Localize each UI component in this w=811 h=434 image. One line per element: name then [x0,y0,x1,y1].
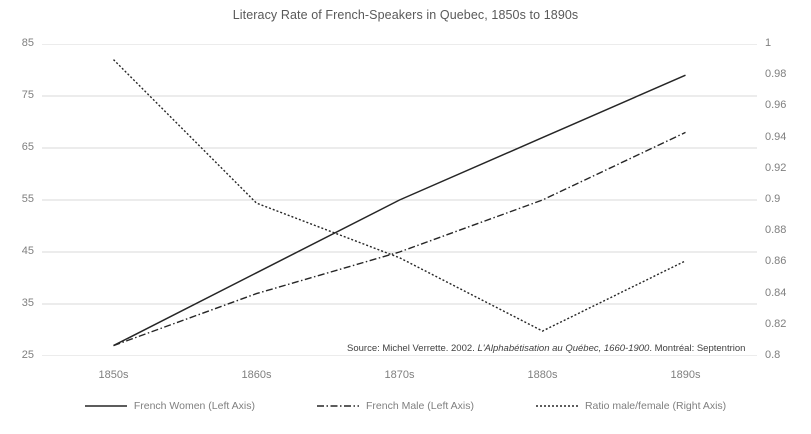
y-right-tick-label: 0.9 [765,193,781,205]
chart-title: Literacy Rate of French-Speakers in Queb… [232,8,579,22]
legend-label: French Women (Left Axis) [133,400,255,412]
chart-legend: French Women (Left Axis) French Male (Lef… [0,400,811,412]
x-axis-tick-label: 1890s [670,369,701,381]
series-line-1 [113,131,686,347]
source-prefix: Source: Michel Verrette. 2002. [347,343,478,354]
dash-dot-line-icon [317,405,359,407]
x-axis-tick-label: 1870s [384,369,415,381]
y-left-tick-label: 55 [21,193,34,205]
x-axis-tick-label: 1850s [98,369,129,381]
source-note: Source: Michel Verrette. 2002. L'Alphabé… [347,343,745,354]
y-left-tick-label: 45 [21,245,34,257]
y-right-tick-label: 0.84 [765,286,787,299]
source-title-italic: L'Alphabétisation au Québec, 1660-1900 [477,343,650,354]
dotted-line-icon [535,405,578,407]
series-line-2 [113,59,686,332]
legend-item-0[interactable]: French Women (Left Axis) [84,400,255,412]
plot-svg [42,44,757,356]
y-right-tick-label: 0.82 [765,317,787,330]
y-right-tick-label: 0.92 [765,161,787,174]
series-lines [113,59,686,347]
y-right-tick-label: 0.86 [765,255,787,268]
series-line-0 [113,74,686,347]
legend-item-1[interactable]: French Male (Left Axis) [317,400,474,412]
y-right-tick-label: 0.98 [765,68,787,81]
legend-label: Ratio male/female (Right Axis) [584,400,727,412]
legend-item-2[interactable]: Ratio male/female (Right Axis) [535,400,727,412]
source-suffix: . Montréal: Septentrion [649,343,746,354]
y-right-tick-label: 0.8 [765,349,781,361]
y-right-tick-label: 1 [765,37,772,49]
y-left-tick-label: 65 [21,141,34,153]
x-axis-tick-label: 1860s [241,369,272,381]
plot-area [42,44,757,356]
y-left-tick-label: 35 [21,297,34,309]
y-left-tick-label: 75 [21,89,34,101]
y-right-tick-label: 0.94 [765,130,787,143]
y-left-tick-label: 85 [21,37,34,49]
solid-line-icon [84,405,127,407]
x-axis-tick-label: 1880s [527,369,558,381]
y-right-tick-label: 0.88 [765,224,787,237]
legend-label: French Male (Left Axis) [366,400,474,412]
y-left-tick-label: 25 [21,349,34,361]
y-right-tick-label: 0.96 [765,99,787,112]
